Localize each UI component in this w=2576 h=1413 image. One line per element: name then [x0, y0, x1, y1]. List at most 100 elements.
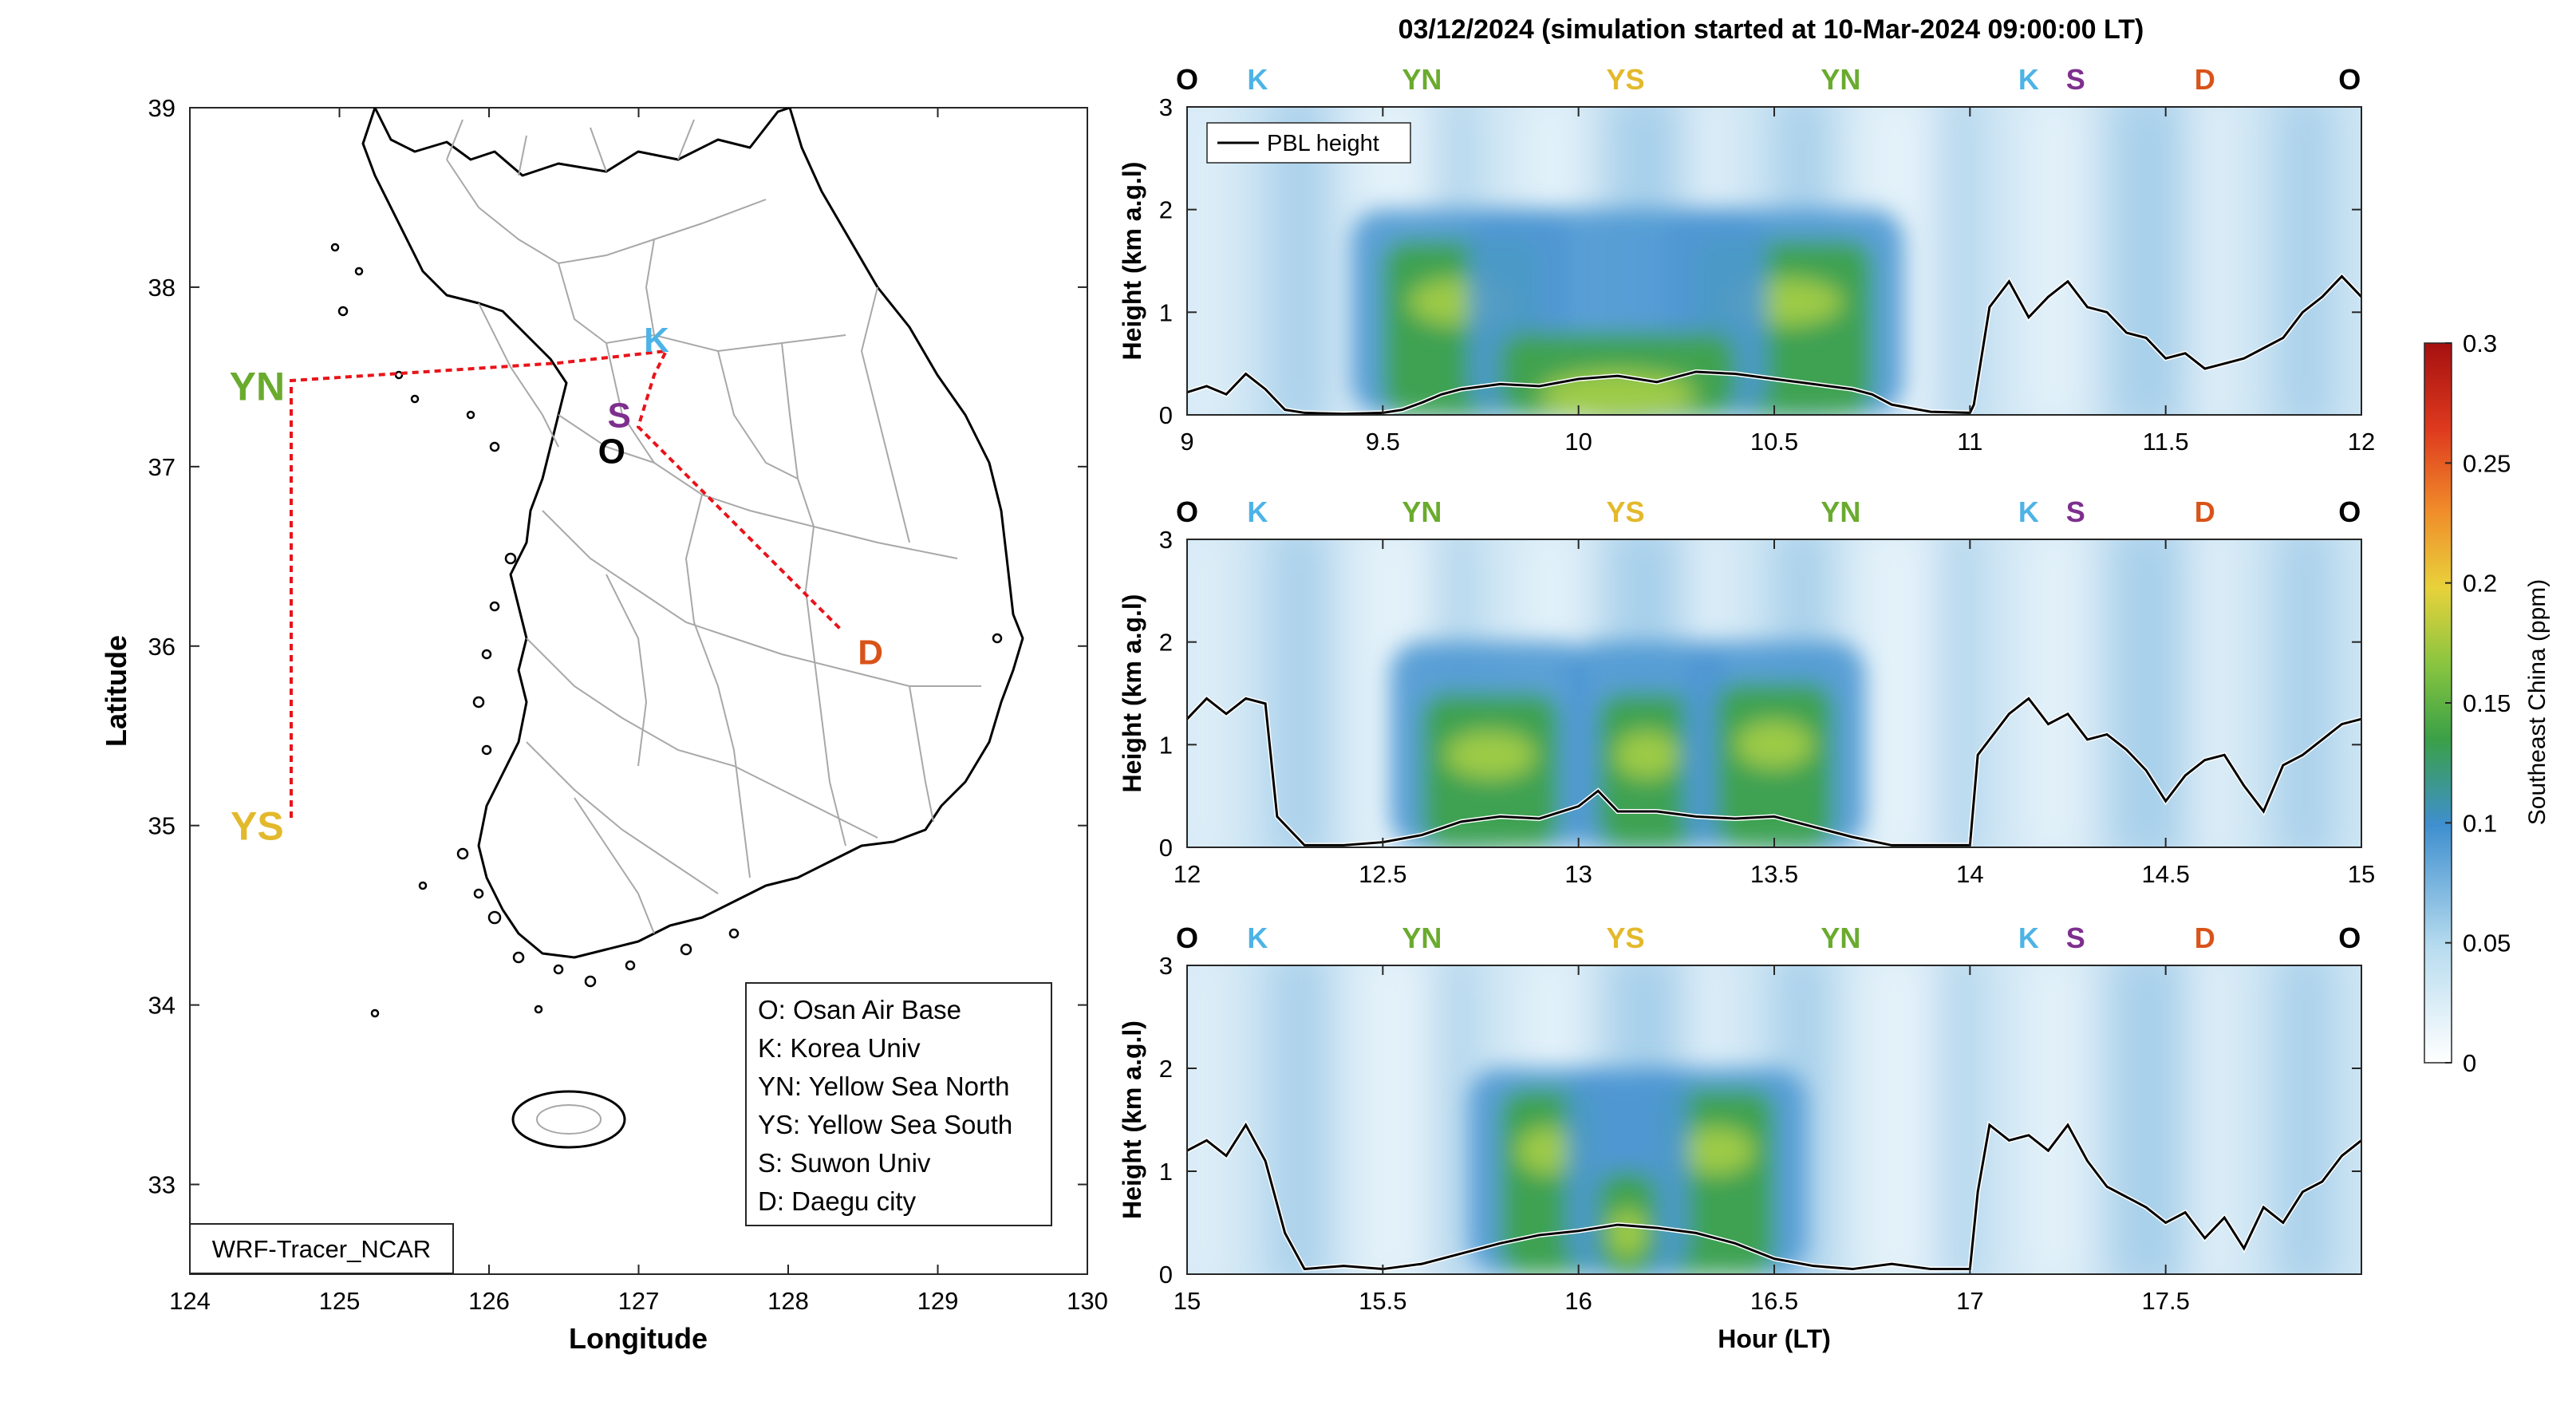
- field-streak: [1858, 965, 1939, 1274]
- map-x-ticks: 124 125 126 127 128 129 130: [169, 108, 1108, 1315]
- curtain-ytick-label: 1: [1159, 731, 1173, 759]
- plume-peak: [1516, 1127, 1582, 1175]
- map-legend-item: O: Osan Air Base: [758, 995, 961, 1024]
- site-marker-s: S: [2066, 495, 2085, 528]
- site-marker-k: K: [2018, 495, 2039, 528]
- concentration-field: [1187, 107, 2361, 415]
- map-xtick-label: 124: [169, 1287, 211, 1315]
- site-marker-k: K: [2018, 922, 2039, 954]
- map-ytick-label: 33: [148, 1171, 176, 1199]
- site-marker-k: K: [1247, 922, 1268, 954]
- site-marker-d: D: [2195, 63, 2215, 96]
- colorbar-tick-label: 0.15: [2463, 689, 2511, 717]
- colorbar-tick-label: 0: [2463, 1049, 2476, 1077]
- site-marker-k: K: [1247, 63, 1268, 96]
- colorbar-tick-label: 0.2: [2463, 570, 2497, 598]
- site-marker-ys: YS: [1607, 63, 1645, 96]
- curtain-ytick-label: 2: [1159, 1055, 1173, 1083]
- model-tag: WRF-Tracer_NCAR: [212, 1235, 431, 1263]
- curtain-ytick-label: 3: [1159, 952, 1173, 980]
- colorbar-tick-label: 0.1: [2463, 809, 2497, 837]
- field-streak: [1942, 107, 1974, 415]
- admin-boundaries: [446, 119, 981, 934]
- colorbar-tick-label: 0.25: [2463, 449, 2511, 477]
- field-streak: [2277, 965, 2333, 1274]
- concentration-field: [1187, 539, 2361, 847]
- korea-coastline-map: [330, 108, 1024, 1149]
- pbl-height-line: [1187, 697, 2361, 847]
- curtain-ytick-label: 0: [1159, 401, 1173, 429]
- curtain-xtick-label: 16.5: [1750, 1287, 1798, 1315]
- map-site-d: D: [858, 633, 883, 672]
- map-legend-item: D: Daegu city: [758, 1186, 917, 1216]
- curtain-xtick-label: 13.5: [1750, 860, 1798, 888]
- jeju-island: [511, 1090, 626, 1149]
- map-xtick-label: 125: [319, 1287, 361, 1315]
- map-site-labels: YN YS KSO D: [230, 321, 883, 849]
- curtain-ytick-label: 2: [1159, 629, 1173, 657]
- field-streak: [1187, 539, 1219, 847]
- pbl-height-line: [1187, 1122, 2361, 1271]
- site-marker-s: S: [2066, 922, 2085, 954]
- site-marker-o: O: [1176, 922, 1198, 954]
- site-marker-yn: YN: [1821, 495, 1860, 528]
- curtain-xtick-label: 16: [1564, 1287, 1592, 1315]
- plume-peak: [1734, 720, 1814, 769]
- site-marker-yn: YN: [1402, 495, 1442, 528]
- colorbar-tick-label: 0.05: [2463, 930, 2511, 957]
- field-streak: [2193, 965, 2226, 1274]
- site-marker-ys: YS: [1607, 495, 1645, 528]
- field-streak: [1942, 965, 1974, 1274]
- model-tag-box: [189, 1223, 454, 1274]
- curtain-xtick-label: 15.5: [1359, 1287, 1406, 1315]
- curtain-xtick-label: 14.5: [2141, 860, 2189, 888]
- plume-peak: [1608, 1209, 1647, 1257]
- site-marker-o: O: [2338, 495, 2361, 528]
- field-streak: [2277, 107, 2333, 415]
- curtain-ylabel: Height (km a.g.l): [1118, 162, 1146, 361]
- map-legend-box: [745, 982, 1052, 1226]
- site-marker-o: O: [1176, 495, 1198, 528]
- curtain-xtick-label: 10: [1564, 428, 1592, 456]
- site-marker-yn: YN: [1821, 63, 1860, 96]
- field-streak: [2109, 107, 2190, 415]
- site-marker-ys: YS: [1607, 922, 1645, 954]
- map-ytick-label: 38: [148, 274, 176, 302]
- curtain-ytick-label: 1: [1159, 1158, 1173, 1186]
- map-panel: 124 125 126 127 128 129 130 33 34 35 36 37 38 39 Lon…: [100, 94, 1108, 1355]
- pbl-legend-label: PBL height: [1267, 131, 1379, 156]
- field-streak: [2026, 107, 2082, 415]
- site-marker-s: S: [2066, 63, 2085, 96]
- site-marker-yn: YN: [1402, 922, 1442, 954]
- map-legend: O: Osan Air Base K: Korea Univ YN: Yellow …: [745, 982, 1052, 1226]
- plume-peak: [1676, 1127, 1755, 1175]
- curtain-xtick-label: 11: [1957, 428, 1982, 456]
- field-streak: [1187, 965, 1219, 1274]
- map-xtick-label: 126: [468, 1287, 510, 1315]
- map-ytick-label: 39: [148, 94, 176, 122]
- map-xtick-label: 130: [1067, 1287, 1108, 1315]
- curtain-ytick-label: 2: [1159, 196, 1173, 224]
- curtain-xtick-label: 12: [1174, 860, 1201, 888]
- site-marker-k: K: [1247, 495, 1268, 528]
- map-site-k: K: [644, 321, 669, 360]
- plume-peak: [1614, 731, 1680, 780]
- site-marker-o: O: [1176, 63, 1198, 96]
- site-marker-o: O: [2338, 922, 2361, 954]
- curtain-ytick-label: 1: [1159, 298, 1173, 326]
- field-streak: [2026, 965, 2082, 1274]
- map-ytick-label: 34: [148, 992, 176, 1020]
- site-marker-d: D: [2195, 495, 2215, 528]
- pbl-height-line: [1187, 274, 2361, 415]
- curtain-panel-3: 15 15.5 16 16.5 17 17.5 0 1 2 3 Height (km a.g.l) H…: [1118, 922, 2362, 1353]
- curtain-xtick-label: 15: [2348, 860, 2375, 888]
- curtain-xtick-label: 13: [1564, 860, 1592, 888]
- figure-title: 03/12/2024 (simulation started at 10-Mar…: [1398, 14, 2144, 45]
- curtain-ytick-label: 0: [1159, 834, 1173, 862]
- map-site-s: S: [607, 396, 630, 435]
- field-streak: [2193, 539, 2226, 847]
- field-streak: [2026, 539, 2082, 847]
- plume-peak: [1445, 731, 1537, 780]
- site-marker-o: O: [2338, 63, 2361, 96]
